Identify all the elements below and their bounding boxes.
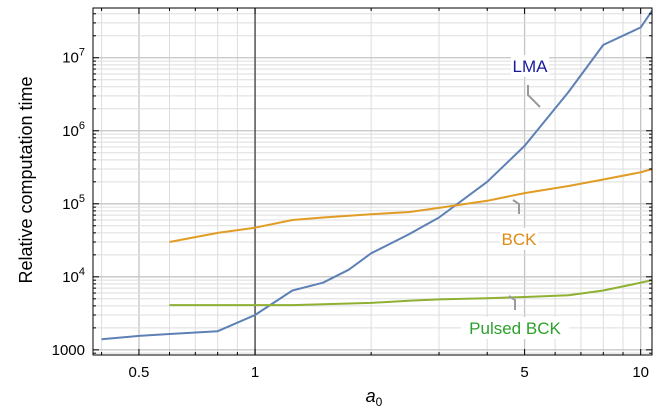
y-tick-label-base: 10 bbox=[62, 269, 79, 286]
series-line-bck bbox=[169, 168, 653, 243]
y-tick-label-base: 10 bbox=[62, 123, 79, 140]
label-bg-bck bbox=[500, 228, 538, 250]
leader-lma bbox=[527, 85, 541, 108]
y-tick-label: 106 bbox=[62, 120, 85, 140]
series-label-bck: BCK bbox=[502, 230, 538, 249]
y-tick-label: 105 bbox=[62, 193, 85, 213]
series-label-pulsed-bck: Pulsed BCK bbox=[469, 319, 561, 338]
y-tick-label-base: 10 bbox=[62, 50, 79, 67]
series-line-lma bbox=[101, 10, 653, 341]
series-group bbox=[101, 10, 653, 341]
y-tick-label: 1000 bbox=[52, 342, 85, 359]
x-tick-label: 0.5 bbox=[129, 364, 150, 381]
x-axis-title-subscript: 0 bbox=[376, 395, 383, 409]
label-bg-lma bbox=[511, 55, 549, 77]
x-tick-label: 1 bbox=[251, 364, 259, 381]
x-tick-label: 10 bbox=[632, 364, 649, 381]
y-axis-title: Relative computation time bbox=[16, 76, 36, 283]
x-axis-title-main: a bbox=[366, 386, 376, 406]
leader-bck bbox=[512, 199, 520, 214]
y-tick-label: 107 bbox=[62, 47, 85, 67]
y-tick-label-exponent: 5 bbox=[79, 193, 85, 205]
series-line-pulsed-bck bbox=[169, 279, 653, 307]
x-axis-title: a0 bbox=[366, 386, 383, 409]
y-tick-label-exponent: 7 bbox=[79, 47, 85, 59]
leader-pulsed-bck bbox=[508, 295, 516, 310]
y-tick-label-exponent: 6 bbox=[79, 120, 85, 132]
y-tick-label-exponent: 4 bbox=[79, 266, 85, 278]
series-labels: LMA BCK Pulsed BCK bbox=[461, 55, 569, 339]
y-tick-label-base: 10 bbox=[62, 196, 79, 213]
x-tick-label: 5 bbox=[520, 364, 528, 381]
y-tick-label: 104 bbox=[62, 266, 85, 286]
label-bg-pulsed-bck bbox=[461, 317, 569, 339]
series-label-lma: LMA bbox=[513, 57, 549, 76]
